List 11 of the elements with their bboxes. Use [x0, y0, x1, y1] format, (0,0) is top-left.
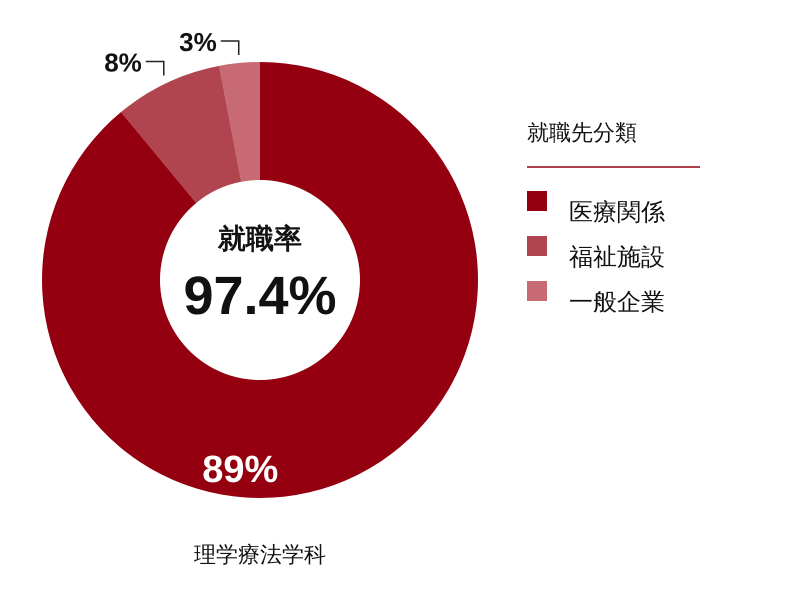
text: 理学療法学科 [194, 542, 326, 567]
text: 97.4% [183, 266, 337, 326]
legend-title: 就職先分類 [527, 120, 637, 145]
data-label: 89% [202, 448, 278, 491]
donut-slice [219, 62, 260, 182]
legend-label: 医療関係 [569, 199, 665, 226]
data-label: 3% [179, 27, 217, 58]
text: 就職率 [217, 223, 302, 254]
legend-label: 一般企業 [569, 289, 665, 316]
legend-label: 福祉施設 [569, 244, 665, 271]
data-label: 8% [104, 48, 142, 78]
